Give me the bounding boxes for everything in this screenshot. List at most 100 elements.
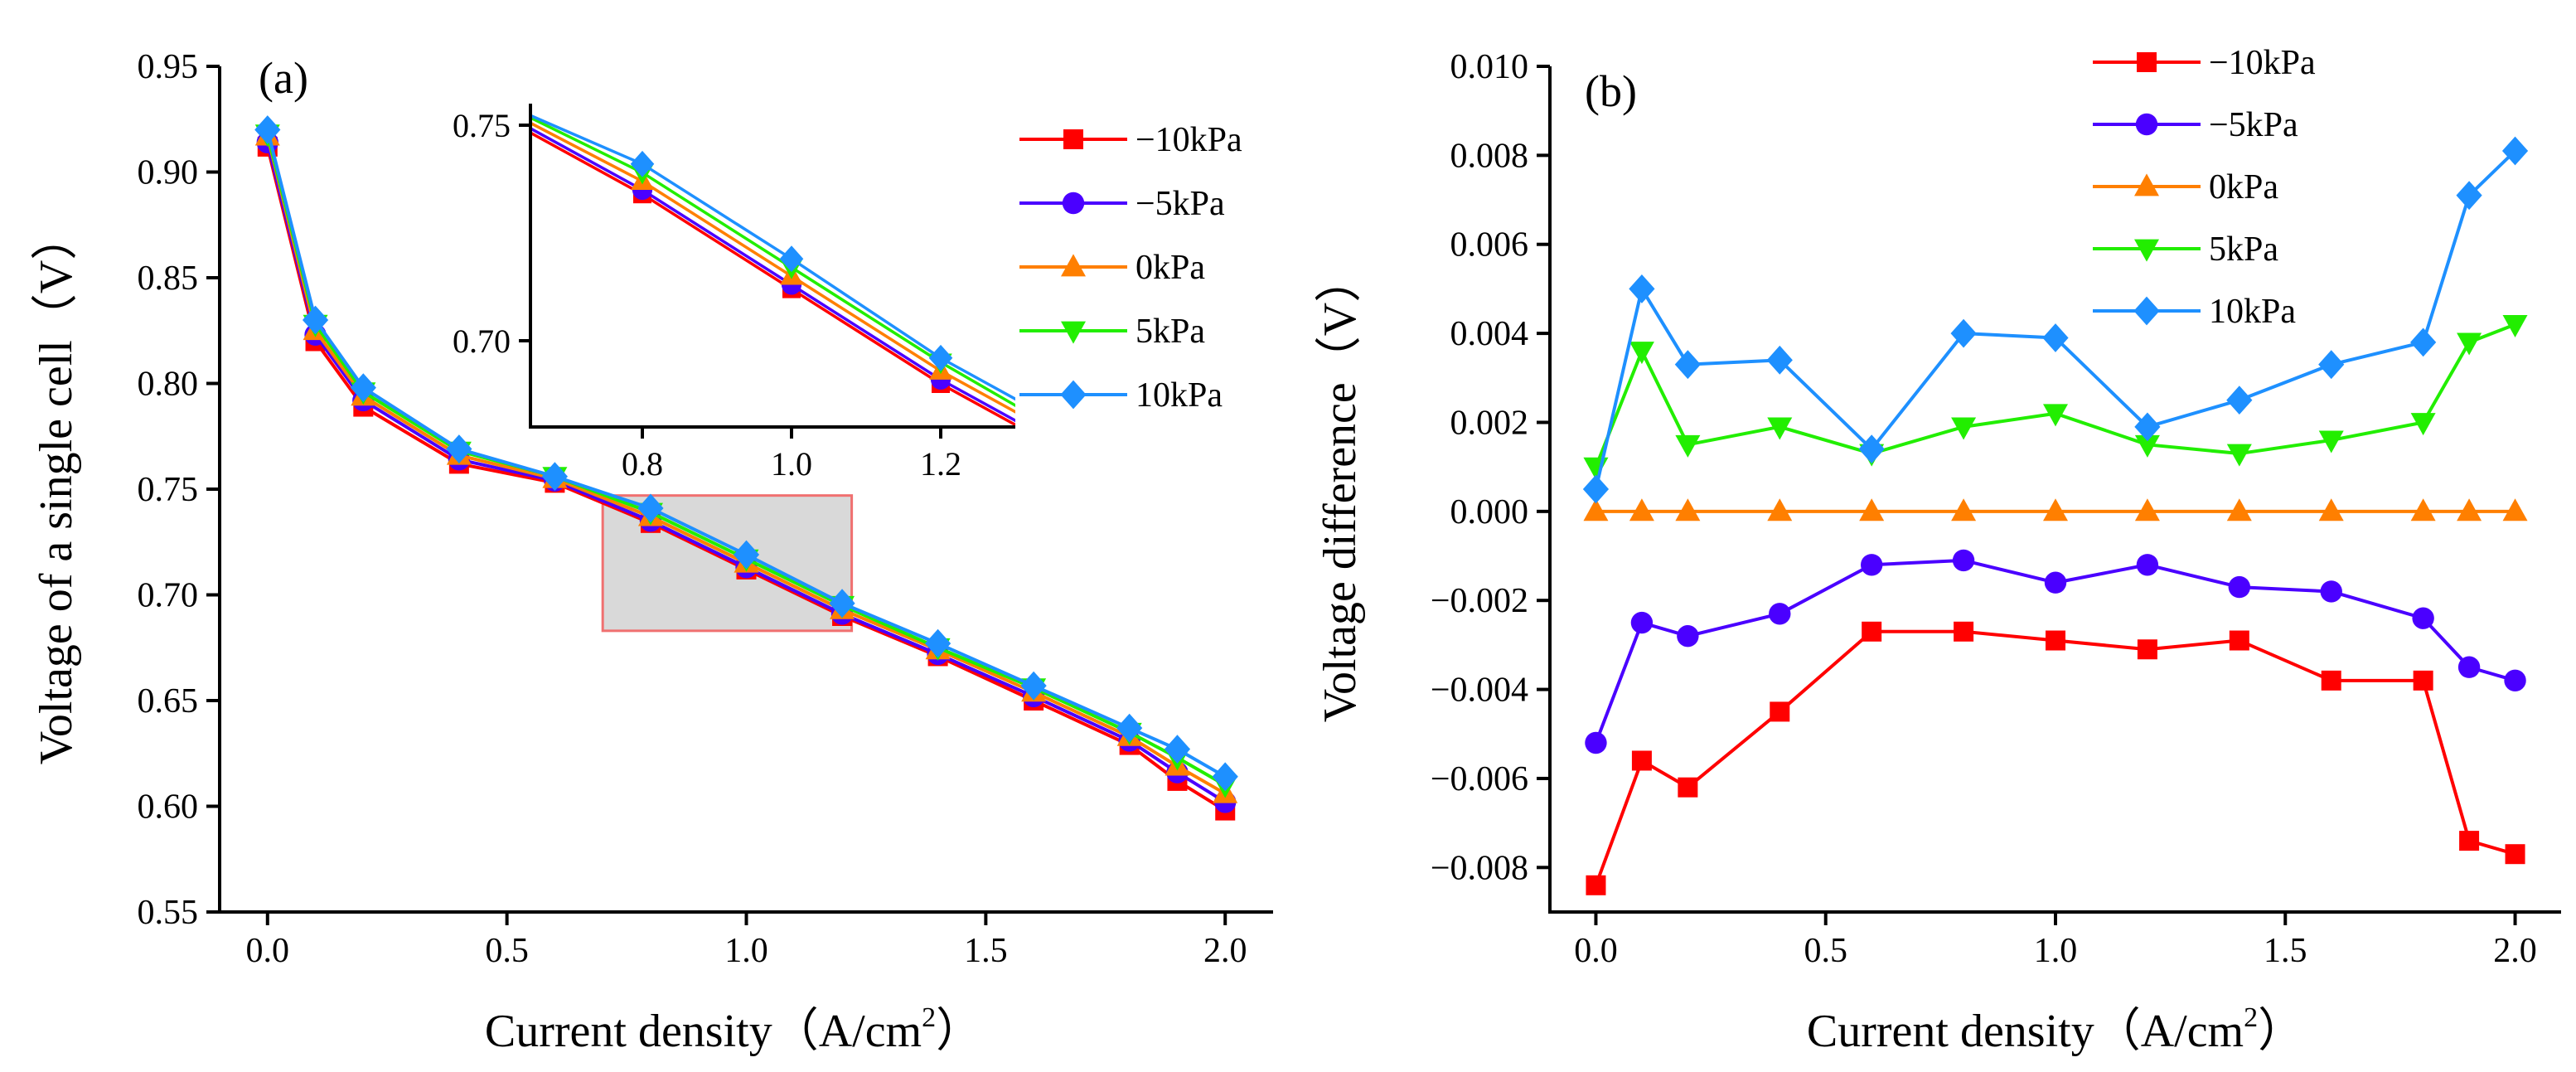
panel-b-axes: [1548, 66, 2561, 914]
panel-b-data-point: [2504, 669, 2526, 692]
panel-b-legend-label: 10kPa: [2209, 293, 2296, 331]
panel-b: 0.0 0.5 1.0 1.5 2.0 −0.008 −0.006 −0.004 −0.002 0…: [1315, 44, 2561, 1057]
panel-b-data-point: [1631, 750, 1652, 771]
inset-data-point: [1454, 711, 1472, 730]
panel-b-data-point: [1862, 621, 1882, 642]
panel-b-data-point: [2321, 670, 2341, 691]
panel-b-data-point: [1859, 498, 1885, 521]
panel-b-y-tick-label: 0.002: [1450, 404, 1529, 442]
panel-b-legend-label: −5kPa: [2209, 106, 2298, 144]
panel-a-legend-label: −5kPa: [1135, 185, 1225, 223]
panel-a-legend-item: 10kPa: [1019, 376, 1223, 415]
panel-b-series-0: [1586, 621, 2525, 895]
inset-data-point: [1229, 538, 1249, 558]
panel-b-data-point: [2457, 656, 2481, 678]
panel-b-data-point: [1954, 621, 1974, 642]
panel-b-data-point: [2457, 498, 2482, 521]
panel-b-series-layer: [1582, 136, 2529, 895]
panel-b-data-point: [1629, 274, 1655, 303]
panel-a-tag: (a): [259, 53, 308, 103]
panel-b-data-point: [1951, 417, 1977, 440]
panel-a-data-point: [350, 373, 376, 402]
inset-series-layer: [332, 39, 1549, 789]
panel-b-legend-marker: [2134, 173, 2159, 196]
panel-a-y-tick-label: 0.60: [138, 788, 199, 827]
panel-b-data-point: [1674, 350, 1701, 380]
inset-data-point: [1227, 527, 1251, 548]
panel-a-data-point: [733, 540, 760, 570]
panel-b-legend-item: 0kPa: [2093, 168, 2278, 206]
panel-b-legend-item: −10kPa: [2093, 44, 2316, 82]
panel-b-legend-label: 5kPa: [2209, 230, 2278, 269]
inset-data-point: [1377, 599, 1401, 626]
panel-b-data-point: [2413, 670, 2433, 691]
inset-x-tick-label: 1.2: [920, 445, 961, 483]
inset-y-tick-label: 0.75: [453, 107, 511, 144]
panel-b-y-tick-label: 0.000: [1450, 493, 1529, 531]
panel-a-inset: 0.8 1.0 1.2 0.70 0.75: [332, 39, 1549, 789]
panel-b-x-title-sup: 2: [2244, 1002, 2258, 1033]
inset-data-point: [779, 245, 804, 273]
panel-b-data-point: [1586, 875, 1606, 895]
panel-b-data-point: [2226, 498, 2252, 521]
panel-b-data-point: [2043, 404, 2068, 427]
panel-b-data-point: [2046, 630, 2065, 651]
panel-b-data-point: [1675, 434, 1701, 458]
inset-data-point: [1451, 643, 1475, 669]
panel-a-y-axis-title: Voltage of a single cell（V）: [31, 214, 82, 765]
panel-b-x-tick-label: 2.0: [2493, 932, 2537, 970]
panel-a-ticks: 0.0 0.5 1.0 1.5 2.0 0.55 0.60 0.65 0.70 0.75 0.80 0…: [138, 48, 1247, 970]
panel-b-data-point: [1767, 417, 1793, 440]
panel-b-data-point: [2137, 639, 2157, 660]
panel-a-data-point: [637, 493, 664, 523]
panel-a-legend: −10kPa −5kPa 0kPa 5kPa 10kPa: [1019, 121, 1242, 415]
panel-a-legend-label: 10kPa: [1135, 376, 1223, 415]
panel-b-data-point: [1629, 498, 1654, 521]
panel-a-x-tick-label: 1.0: [724, 932, 768, 970]
inset-data-point: [1377, 618, 1400, 638]
panel-a-y-tick-label: 0.95: [138, 48, 199, 86]
inset-data-point: [630, 150, 655, 177]
inset-ticks: 0.8 1.0 1.2 0.70 0.75: [453, 107, 961, 483]
panel-a-y-tick-label: 0.55: [138, 894, 199, 932]
panel-b-x-tick-label: 0.0: [1574, 932, 1618, 970]
inset-data-point: [335, 65, 353, 83]
panel-a-y-tick-label: 0.65: [138, 682, 199, 720]
panel-b-data-point: [1952, 549, 1975, 572]
panel-a-legend-item: 0kPa: [1019, 249, 1205, 287]
inset-data-point: [1227, 521, 1251, 542]
inset-data-point: [1377, 613, 1400, 633]
panel-b-series-line: [1594, 629, 2516, 886]
panel-b-series-1: [1585, 549, 2526, 754]
panel-a-data-point: [254, 115, 281, 144]
panel-b-data-point: [2229, 630, 2249, 651]
panel-b-y-tick-label: 0.006: [1450, 226, 1529, 264]
panel-a-data-point: [541, 462, 569, 492]
inset-data-point: [1528, 754, 1547, 774]
panel-a-x-tick-label: 2.0: [1203, 932, 1247, 970]
panel-b-data-point: [2043, 498, 2068, 521]
inset-data-point: [1528, 771, 1547, 789]
inset-data-point: [332, 39, 356, 60]
panel-a-data-point: [829, 589, 855, 618]
panel-a-data-point: [446, 434, 472, 463]
panel-a-legend-item: −10kPa: [1019, 121, 1242, 159]
panel-b-data-point: [1858, 434, 1885, 464]
panel-b-legend-item: 10kPa: [2093, 293, 2296, 331]
panel-a-y-tick-label: 0.90: [138, 154, 199, 192]
inset-data-point: [1378, 628, 1398, 648]
panel-b-data-point: [2459, 831, 2480, 851]
inset-data-point: [1080, 452, 1100, 472]
panel-b-data-point: [2318, 350, 2345, 380]
panel-a-legend-item: 5kPa: [1019, 313, 1205, 351]
panel-b-legend-marker: [2133, 296, 2160, 326]
panel-b-data-point: [1583, 498, 1609, 521]
inset-data-point: [1526, 720, 1549, 741]
panel-a-y-tick-label: 0.75: [138, 471, 199, 509]
panel-a-x-title-sup: 2: [922, 1002, 936, 1033]
inset-y-tick-label: 0.70: [453, 323, 511, 360]
panel-a-y-tick-label: 0.80: [138, 366, 199, 404]
panel-a-x-title-main: Current density（A/cm: [485, 1006, 922, 1057]
panel-a: 0.0 0.5 1.0 1.5 2.0 0.55 0.60 0.65 0.70 0.75 0.80 0…: [31, 39, 1549, 1057]
